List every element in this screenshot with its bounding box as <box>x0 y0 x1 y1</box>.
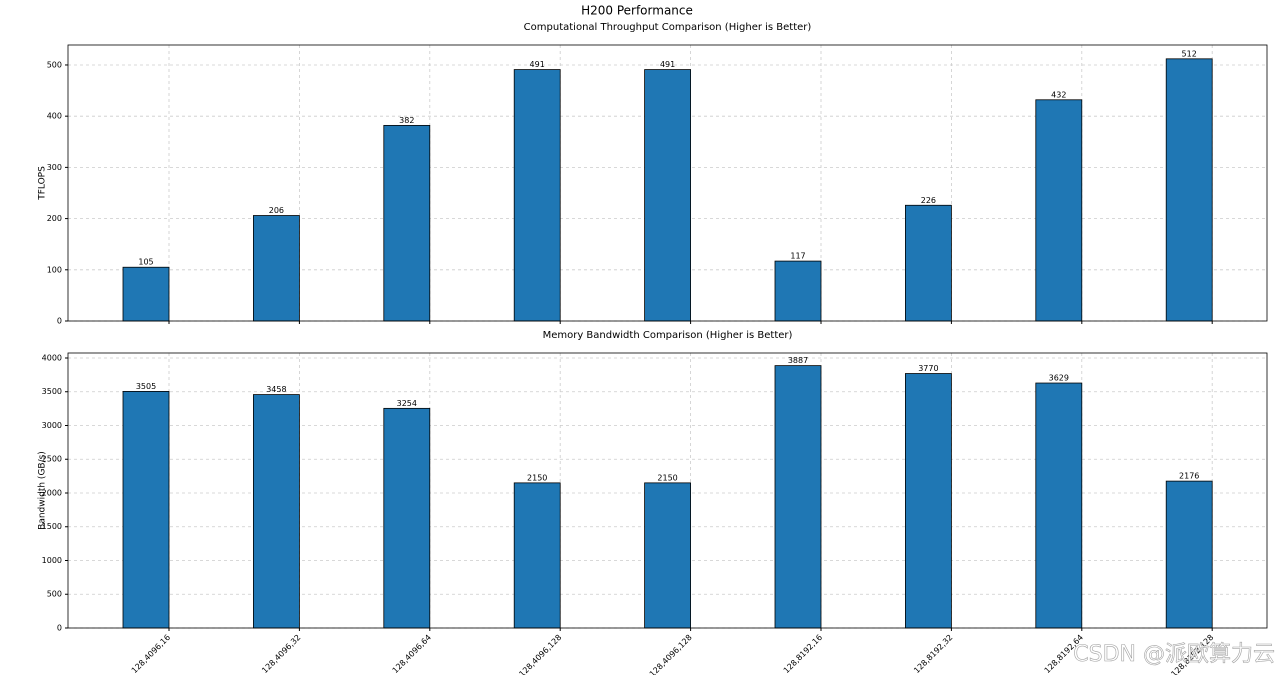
bar <box>905 204 952 322</box>
plot-frame <box>67 44 1268 322</box>
y-tick-label: 500 <box>47 590 62 599</box>
y-tick-label: 100 <box>47 265 62 274</box>
y-tick-label: 3500 <box>42 387 62 396</box>
value-label: 2176 <box>1179 472 1199 481</box>
watermark: CSDN @派欧算力云 <box>1073 642 1275 667</box>
chart-title: Memory Bandwidth Comparison (Higher is B… <box>543 330 793 341</box>
y-tick-label: 200 <box>47 214 62 223</box>
value-label: 2150 <box>527 473 547 482</box>
value-label: 3505 <box>136 382 156 391</box>
plot-frame <box>67 352 1268 629</box>
bar <box>122 391 170 629</box>
bar <box>905 373 952 629</box>
figure-title: H200 Performance <box>581 4 693 18</box>
value-label: 226 <box>921 196 936 205</box>
bar <box>1035 382 1083 629</box>
y-tick-label: 3000 <box>42 421 62 430</box>
value-label: 117 <box>790 252 805 261</box>
bar <box>774 260 822 322</box>
y-tick-label: 0 <box>57 317 62 326</box>
value-label: 3254 <box>397 399 417 408</box>
value-label: 491 <box>530 60 545 69</box>
y-tick-label: 0 <box>57 624 62 633</box>
bar <box>1165 480 1213 629</box>
value-label: 3887 <box>788 356 808 365</box>
y-tick-label: 2500 <box>42 455 62 464</box>
value-label: 382 <box>399 116 414 125</box>
bar <box>644 482 691 629</box>
value-label: 432 <box>1051 90 1066 99</box>
value-label: 491 <box>660 60 675 69</box>
y-tick-label: 500 <box>47 60 62 69</box>
bar <box>383 124 431 322</box>
bar <box>383 407 431 629</box>
y-axis-label: TFLOPS <box>38 166 48 201</box>
bar <box>252 215 300 322</box>
bar <box>774 365 822 629</box>
y-tick-label: 4000 <box>42 353 62 362</box>
y-tick-label: 1500 <box>42 522 62 531</box>
y-tick-label: 2000 <box>42 488 62 497</box>
chart-title: Computational Throughput Comparison (Hig… <box>524 22 812 33</box>
value-label: 2150 <box>657 473 677 482</box>
y-tick-label: 300 <box>47 163 62 172</box>
bar <box>1165 58 1213 322</box>
bar <box>122 266 170 322</box>
bar <box>252 394 300 629</box>
value-label: 206 <box>269 206 284 215</box>
bar <box>513 69 561 322</box>
value-label: 3770 <box>918 364 938 373</box>
y-axis-label: Bandwidth (GB/s) <box>38 451 48 530</box>
bar <box>644 69 691 322</box>
value-label: 3629 <box>1049 374 1069 383</box>
value-label: 105 <box>138 258 153 267</box>
y-tick-label: 1000 <box>42 556 62 565</box>
value-label: 3458 <box>266 385 286 394</box>
y-tick-label: 400 <box>47 112 62 121</box>
value-label: 512 <box>1182 49 1197 58</box>
bar <box>513 482 561 629</box>
bar <box>1035 99 1083 322</box>
